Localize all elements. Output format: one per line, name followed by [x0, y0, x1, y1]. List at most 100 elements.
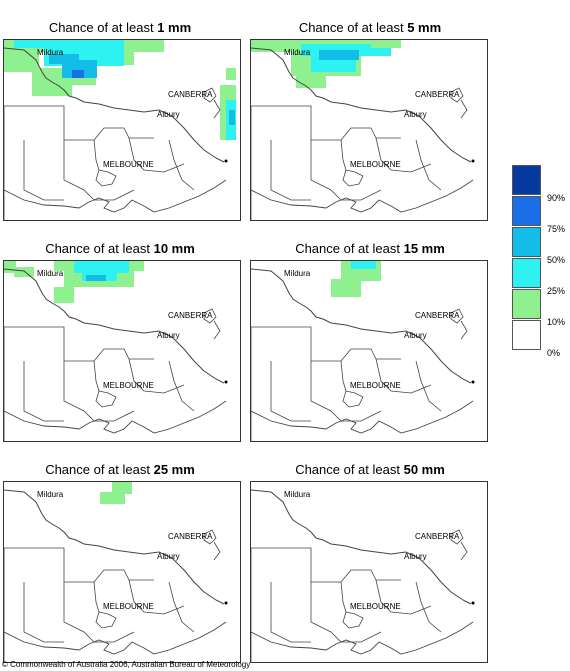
nsw-boundary: [213, 99, 221, 119]
port-phillip-bay: [95, 611, 117, 629]
city-label-albury: Albury: [157, 552, 180, 561]
probability-cell: [4, 52, 39, 72]
probability-cell: [72, 70, 84, 78]
district-boundary: [93, 360, 100, 392]
legend-swatch: [512, 165, 541, 195]
probability-cell: [74, 261, 129, 273]
district-boundary: [251, 105, 401, 141]
probability-cell: [134, 40, 164, 52]
probability-cell: [14, 267, 34, 277]
panel-title: Chance of at least 5 mm: [298, 20, 442, 35]
district-boundary: [93, 581, 100, 613]
district-boundary: [93, 139, 100, 171]
district-boundary: [340, 360, 347, 392]
port-phillip-bay: [95, 169, 117, 187]
map-frame: Mildura CANBERRA Albury MELBOURNE: [250, 260, 488, 442]
legend-label: 75%: [547, 224, 566, 234]
city-label-melbourne: MELBOURNE: [103, 602, 154, 611]
city-label-canberra: CANBERRA: [415, 90, 460, 99]
act-boundary: [203, 308, 217, 324]
district-boundary: [23, 140, 64, 201]
panel-title: Chance of at least 15 mm: [295, 241, 445, 256]
probability-cell: [331, 279, 361, 297]
coastline: [4, 179, 227, 213]
coastline: [251, 400, 474, 434]
probability-cell: [62, 60, 97, 78]
district-boundary: [340, 139, 347, 171]
legend-label: 50%: [547, 255, 566, 265]
murray-river-border: [4, 489, 225, 605]
city-label-canberra: CANBERRA: [168, 90, 213, 99]
legend-label: 0%: [547, 348, 561, 358]
map-frame: Mildura CANBERRA Albury MELBOURNE: [250, 481, 488, 663]
city-label-albury: Albury: [404, 110, 427, 119]
nsw-boundary: [213, 541, 221, 561]
district-boundary: [168, 139, 195, 191]
city-label-canberra: CANBERRA: [415, 532, 460, 541]
act-boundary: [450, 308, 464, 324]
district-boundary: [270, 582, 311, 643]
district-boundary: [375, 137, 432, 173]
district-boundary: [251, 326, 401, 362]
district-boundary: [23, 582, 64, 643]
district-boundary: [4, 326, 154, 362]
port-phillip-bay: [95, 390, 117, 408]
district-boundary: [128, 579, 185, 615]
district-boundary: [310, 582, 382, 643]
map-frame: Mildura CANBERRA Albury MELBOURNE: [3, 260, 241, 442]
probability-cell: [229, 110, 235, 125]
district-boundary: [310, 361, 382, 422]
nsw-boundary: [460, 320, 468, 340]
district-boundary: [63, 361, 135, 422]
probability-cell: [371, 40, 401, 48]
port-phillip-bay: [342, 390, 364, 408]
city-label-mildura: Mildura: [284, 48, 311, 57]
city-label-canberra: CANBERRA: [168, 311, 213, 320]
legend-swatch: [512, 289, 541, 319]
nsw-boundary: [460, 541, 468, 561]
act-boundary: [450, 529, 464, 545]
district-boundary: [375, 579, 432, 615]
cape-howe-marker: [471, 159, 475, 163]
district-boundary: [340, 581, 347, 613]
district-boundary: [4, 105, 154, 141]
legend-swatch: [512, 227, 541, 257]
district-boundary: [310, 140, 382, 201]
probability-cell: [319, 50, 359, 60]
district-boundary: [63, 140, 135, 201]
act-boundary: [203, 529, 217, 545]
district-boundary: [168, 581, 195, 633]
panel-title: Chance of at least 10 mm: [45, 241, 195, 256]
district-boundary: [415, 581, 442, 633]
city-label-melbourne: MELBOURNE: [350, 160, 401, 169]
city-label-canberra: CANBERRA: [415, 311, 460, 320]
act-boundary: [450, 87, 464, 103]
map-frame: Mildura CANBERRA Albury MELBOURNE: [3, 39, 241, 221]
probability-cell: [14, 40, 124, 48]
cape-howe-marker: [224, 159, 228, 163]
panel-title: Chance of at least 1 mm: [48, 20, 192, 35]
coastline: [251, 621, 474, 655]
city-label-mildura: Mildura: [37, 48, 64, 57]
copyright-notice: © Commonwealth of Australia 2006, Austra…: [2, 660, 251, 669]
cape-howe-marker: [224, 380, 228, 384]
district-boundary: [168, 360, 195, 412]
district-boundary: [128, 137, 185, 173]
city-label-mildura: Mildura: [284, 490, 311, 499]
map-frame: Mildura CANBERRA Albury MELBOURNE: [250, 39, 488, 221]
nsw-boundary: [460, 99, 468, 119]
cape-howe-marker: [471, 601, 475, 605]
probability-cell: [100, 492, 125, 504]
city-label-melbourne: MELBOURNE: [103, 381, 154, 390]
probability-cell: [351, 261, 376, 269]
legend-swatch: [512, 258, 541, 288]
city-label-canberra: CANBERRA: [168, 532, 213, 541]
coastline: [4, 621, 227, 655]
probability-cell: [296, 72, 326, 88]
district-boundary: [23, 361, 64, 422]
district-boundary: [128, 358, 185, 394]
port-phillip-bay: [342, 611, 364, 629]
city-label-melbourne: MELBOURNE: [350, 381, 401, 390]
map-frame: Mildura CANBERRA Albury MELBOURNE: [3, 481, 241, 663]
legend-label: 25%: [547, 286, 566, 296]
